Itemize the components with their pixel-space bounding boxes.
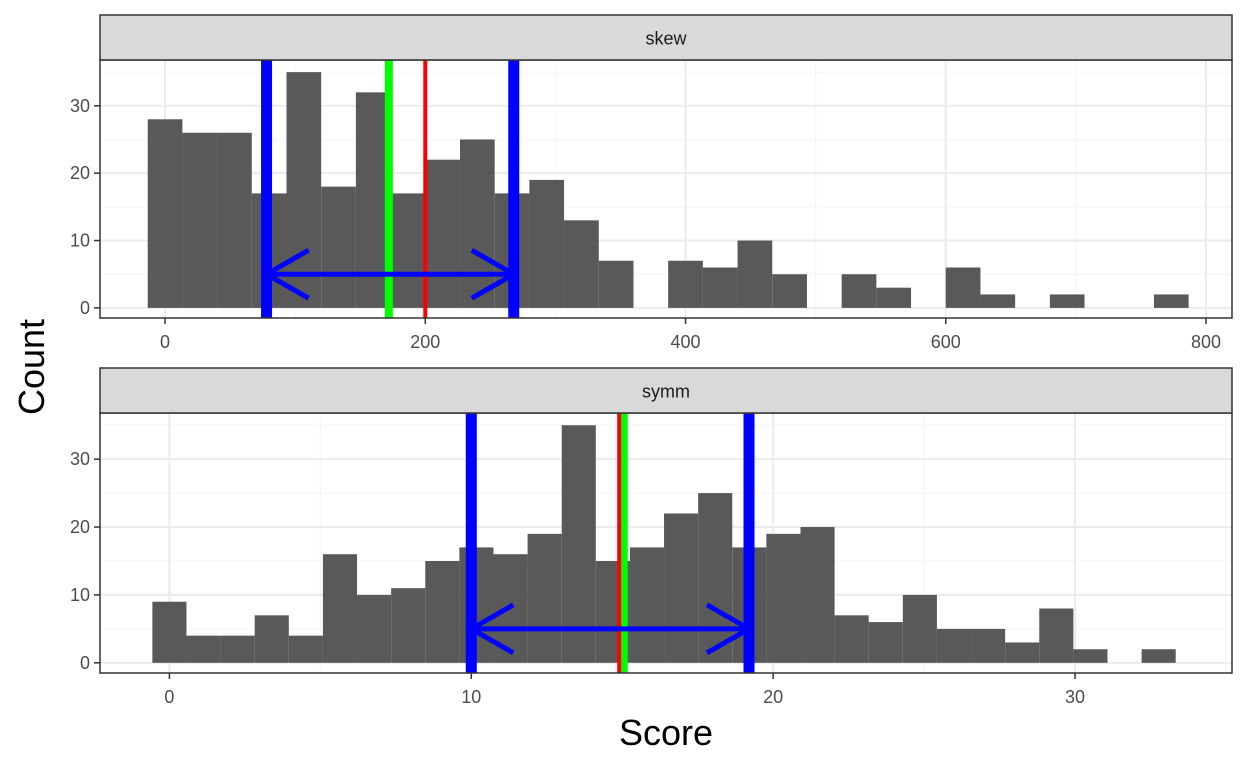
histogram-bar: [1141, 649, 1176, 663]
histogram-bar: [664, 513, 699, 663]
x-tick-label: 600: [931, 332, 961, 352]
histogram-bar: [971, 628, 1006, 663]
histogram-bar: [800, 527, 835, 663]
histogram-bar: [561, 425, 596, 663]
histogram-bar: [564, 220, 599, 308]
panel-skew: skew 0 10 20 30 0 200 400 600 800: [70, 14, 1233, 352]
histogram-bar: [766, 533, 801, 663]
histogram-bar: [217, 132, 252, 308]
y-tick-label: 10: [70, 231, 90, 251]
histogram-bar: [876, 287, 912, 308]
histogram-bar: [598, 260, 634, 308]
histogram-bar: [737, 240, 773, 308]
histogram-bar: [529, 179, 565, 308]
histogram-bar: [834, 615, 869, 663]
facet-strip-label: skew: [645, 29, 687, 49]
histogram-bar: [772, 274, 807, 308]
histogram-bar: [220, 635, 255, 663]
histogram-bar: [841, 274, 877, 308]
histogram-bar: [936, 628, 972, 663]
facet-strip-label: symm: [642, 382, 690, 402]
interval-arrow-head-left: [261, 248, 310, 301]
histogram-bar: [152, 601, 187, 663]
x-tick-label: 200: [410, 332, 440, 352]
histogram-bar: [459, 139, 495, 308]
interval-arrow-head-right: [470, 248, 519, 301]
histogram-bar: [186, 635, 221, 663]
histogram-bar: [902, 594, 937, 663]
y-tick-label: 0: [80, 653, 90, 673]
histogram-bar: [321, 186, 356, 308]
histogram-bar: [980, 294, 1016, 308]
histogram-bar: [147, 119, 183, 308]
histogram-bar: [254, 615, 289, 663]
facet-strip: [99, 14, 1233, 61]
histogram-bar: [390, 193, 426, 308]
y-axis-title: Count: [11, 319, 52, 415]
histogram-bar: [425, 560, 460, 663]
histogram-bar: [288, 635, 323, 663]
y-tick-label: 30: [70, 96, 90, 116]
histogram-bar: [182, 132, 218, 308]
histogram-bar: [527, 533, 562, 663]
histogram-bar: [1005, 642, 1040, 663]
histogram-bar: [945, 267, 981, 308]
y-tick-label: 30: [70, 449, 90, 469]
histogram-bar: [425, 159, 460, 308]
x-tick-label: 0: [160, 332, 170, 352]
histogram-bar: [357, 594, 392, 663]
panel-symm: symm 0 10 20 30 0 10 20 30: [70, 367, 1233, 707]
y-tick-label: 20: [70, 517, 90, 537]
histogram-bar: [668, 260, 703, 308]
histogram-bar: [698, 493, 733, 663]
histogram-bar: [286, 72, 322, 308]
x-axis-title: Score: [619, 712, 713, 753]
histogram-bar: [1039, 608, 1074, 663]
histogram-bar: [1073, 649, 1108, 663]
histogram-bar: [391, 588, 426, 663]
x-tick-label: 800: [1191, 332, 1221, 352]
histogram-bar: [322, 554, 358, 663]
histogram-bar: [1049, 294, 1085, 308]
y-tick-label: 20: [70, 163, 90, 183]
histogram-bar: [629, 547, 665, 663]
facet-strip: [99, 367, 1233, 414]
histogram-bar: [868, 622, 903, 663]
y-tick-label: 0: [80, 298, 90, 318]
x-tick-label: 20: [763, 687, 783, 707]
interval-arrow-head-right: [705, 602, 755, 656]
x-tick-label: 400: [670, 332, 700, 352]
histogram-bar: [1153, 294, 1189, 308]
x-tick-label: 10: [461, 687, 481, 707]
x-tick-label: 30: [1065, 687, 1085, 707]
histogram-bar: [702, 267, 738, 308]
x-tick-label: 0: [164, 687, 174, 707]
y-tick-label: 10: [70, 585, 90, 605]
interval-arrow-head-left: [466, 602, 515, 656]
